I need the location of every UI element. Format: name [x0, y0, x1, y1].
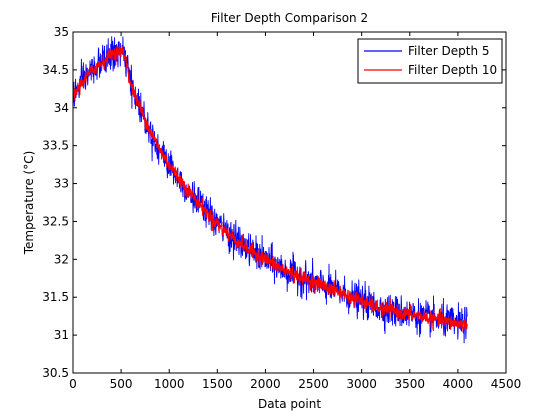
legend: Filter Depth 5 Filter Depth 10	[357, 38, 503, 84]
chart-title: Filter Depth Comparison 2	[211, 11, 368, 25]
legend-box	[357, 38, 503, 84]
series-line-2	[73, 45, 468, 333]
x-tick-label: 3000	[346, 377, 377, 391]
x-tick-label: 1500	[202, 377, 233, 391]
legend-label: Filter Depth 5	[408, 44, 490, 58]
y-tick-label: 35	[54, 25, 69, 39]
y-axis-title: Temperature (°C)	[22, 151, 36, 256]
x-axis-title: Data point	[258, 397, 321, 411]
x-tick-label: 4500	[491, 377, 522, 391]
y-tick-label: 33	[54, 177, 69, 191]
plot-frame	[72, 31, 507, 374]
x-tick-label: 0	[69, 377, 77, 391]
y-tick-label: 32.5	[42, 214, 69, 228]
tick-layer: 0 500 1000 1500 2000 2500 3000 3500 4000 4500 30.5…	[42, 25, 521, 391]
y-tick-label: 32	[54, 252, 69, 266]
x-tick-label: 2000	[250, 377, 281, 391]
legend-label: Filter Depth 10	[408, 63, 497, 77]
y-tick-label: 33.5	[42, 139, 69, 153]
y-tick-label: 34	[54, 101, 69, 115]
x-tick-label: 1000	[154, 377, 185, 391]
series-layer	[73, 36, 468, 344]
x-tick-label: 4000	[443, 377, 474, 391]
y-tick-label: 31	[54, 328, 69, 342]
x-tick-label: 3500	[395, 377, 426, 391]
y-tick-label: 34.5	[42, 63, 69, 77]
x-tick-label: 500	[110, 377, 133, 391]
y-tick-label: 30.5	[42, 366, 69, 380]
x-tick-label: 2500	[298, 377, 329, 391]
y-tick-label: 31.5	[42, 290, 69, 304]
